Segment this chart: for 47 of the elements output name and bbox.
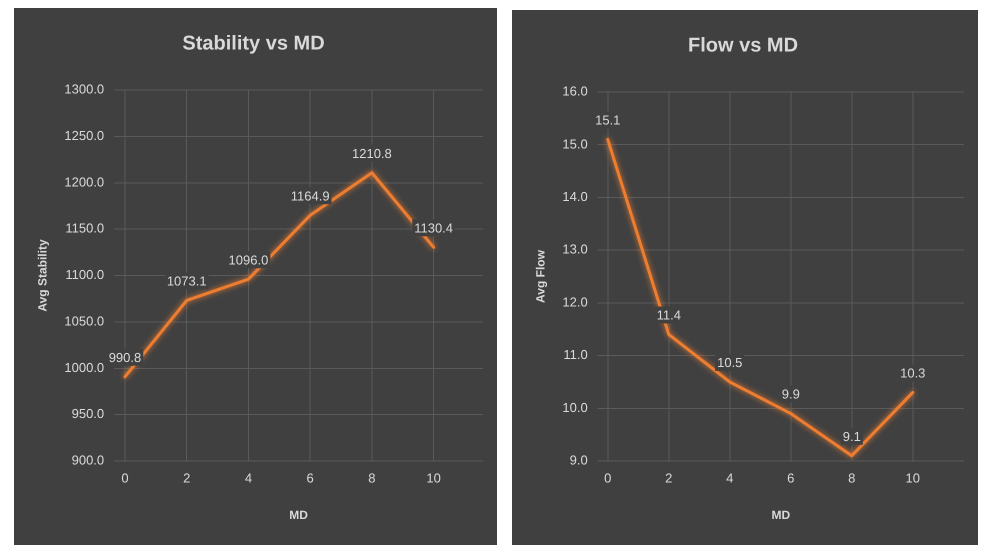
y-tick-label: 900.0	[72, 452, 104, 468]
data-label: 15.1	[595, 112, 620, 128]
x-tick-label: 8	[368, 470, 376, 486]
data-label: 10.3	[900, 366, 926, 381]
data-label: 1130.4	[414, 220, 454, 236]
y-tick-label: 9.0	[570, 452, 588, 468]
y-tick-label: 1000.0	[64, 360, 104, 375]
data-label: 1164.9	[290, 188, 330, 204]
data-label: 990.8	[108, 350, 142, 365]
x-tick-label: 10	[906, 470, 920, 486]
y-tick-label: 16.0	[562, 84, 588, 99]
x-tick-label: 10	[426, 470, 441, 486]
data-label: 11.4	[656, 308, 681, 323]
x-tick-label: 6	[787, 470, 794, 486]
x-axis-title: MD	[289, 508, 308, 522]
data-label: 9.1	[842, 428, 861, 444]
x-tick-label: 4	[726, 470, 734, 486]
x-tick-label: 2	[183, 470, 190, 486]
y-tick-label: 13.0	[562, 242, 588, 257]
y-tick-label: 1200.0	[64, 174, 104, 190]
y-tick-label: 1250.0	[64, 128, 104, 143]
y-tick-label: 950.0	[72, 406, 104, 422]
y-tick-label: 1300.0	[64, 82, 104, 97]
y-axis-title: Avg Flow	[534, 249, 548, 303]
x-tick-label: 0	[121, 470, 129, 486]
x-tick-label: 8	[848, 470, 856, 486]
y-axis-title: Avg Stability	[36, 239, 50, 312]
x-tick-label: 0	[604, 470, 612, 486]
chart-title: Flow vs MD	[688, 34, 798, 57]
chart-title: Stability vs MD	[182, 32, 325, 55]
y-tick-label: 1100.0	[65, 267, 104, 282]
y-tick-label: 1050.0	[64, 313, 104, 328]
data-label: 9.9	[782, 386, 800, 402]
y-tick-label: 15.0	[562, 136, 588, 152]
y-tick-label: 12.0	[562, 294, 588, 310]
y-tick-label: 10.0	[562, 400, 588, 415]
data-label: 1073.1	[166, 274, 207, 289]
x-tick-label: 6	[306, 470, 314, 486]
x-axis-title: MD	[772, 508, 791, 522]
y-tick-label: 11.0	[563, 347, 588, 362]
data-label: 1096.0	[228, 252, 268, 268]
x-tick-label: 2	[665, 470, 672, 486]
y-tick-label: 1150.0	[65, 220, 104, 236]
y-tick-label: 14.0	[562, 189, 588, 204]
data-label: 10.5	[717, 355, 742, 370]
x-tick-label: 4	[244, 470, 252, 486]
data-label: 1210.8	[352, 146, 392, 161]
